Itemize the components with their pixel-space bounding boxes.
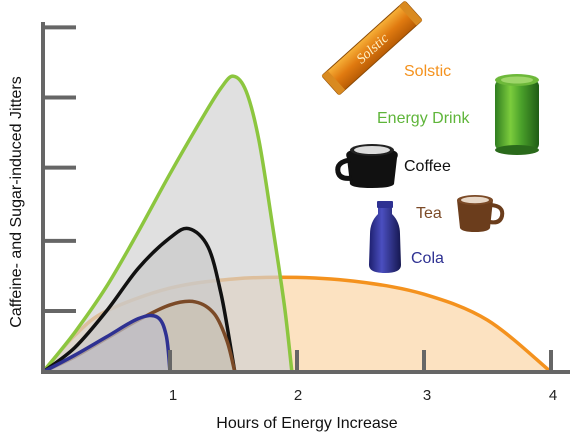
solstic-packet-icon: Solstic: [321, 0, 423, 96]
series-areas: [41, 74, 553, 374]
coffee-mug-icon: [335, 144, 398, 188]
y-axis-title: Caffeine- and Sugar-induced Jitters: [8, 76, 25, 327]
energy-drink-can-icon: [495, 74, 539, 155]
cola-bottle-icon: [369, 201, 401, 273]
x-tick-label-2: 2: [294, 387, 302, 404]
legend-coffee: Coffee: [404, 158, 451, 175]
x-axis-title: Hours of Energy Increase: [216, 415, 398, 432]
legend-cola: Cola: [411, 250, 444, 267]
x-tick-label-4: 4: [549, 387, 557, 404]
axes: [41, 22, 570, 374]
legend-energy-drink: Energy Drink: [377, 110, 470, 127]
series-area-energy-drink: [43, 76, 292, 373]
series-line-coffee: [41, 226, 237, 374]
series-area-cola: [43, 315, 170, 372]
legend-solstic: Solstic: [404, 63, 451, 80]
x-tick-label-3: 3: [423, 387, 431, 404]
series-line-energy-drink: [41, 74, 294, 374]
series-line-cola: [42, 313, 172, 374]
tea-mug-icon: [457, 195, 505, 232]
legend-tea: Tea: [416, 205, 442, 222]
x-tick-label-1: 1: [169, 387, 177, 404]
